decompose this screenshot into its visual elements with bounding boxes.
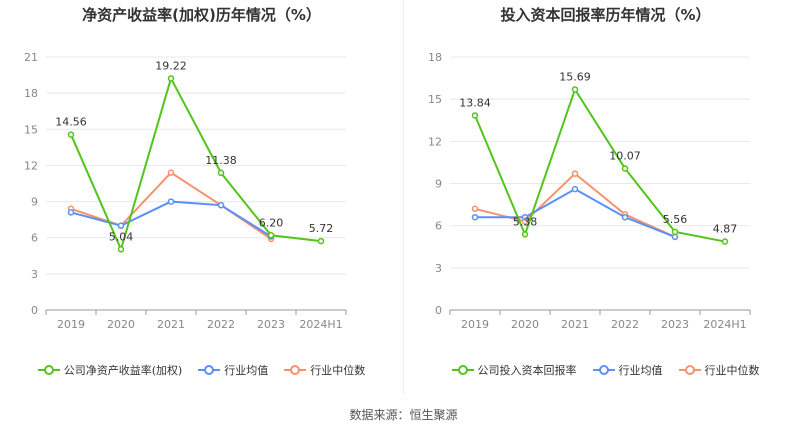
data-point-company[interactable] — [621, 165, 629, 172]
line-with-circle-icon — [451, 364, 474, 376]
data-point-industry-avg[interactable] — [521, 213, 529, 221]
y-tick-label: 18 — [24, 87, 38, 100]
data-point-industry-avg[interactable] — [571, 185, 579, 193]
y-tick-label: 15 — [428, 93, 442, 106]
line-with-circle-icon — [284, 364, 307, 376]
y-tick-label: 6 — [435, 220, 442, 233]
data-point-industry-avg[interactable] — [217, 201, 225, 209]
legend-label: 行业中位数 — [310, 364, 366, 377]
y-tick-label: 9 — [31, 196, 38, 209]
series-line-industry-avg — [475, 187, 676, 238]
data-label: 10.07 — [609, 149, 641, 162]
chart-title: 净资产收益率(加权)历年情况（%） — [82, 6, 321, 24]
legend-item-company[interactable]: 公司净资产收益率(加权) — [37, 362, 183, 378]
legend-label: 公司投入资本回报率 — [477, 364, 577, 377]
data-label: 11.38 — [205, 154, 237, 167]
data-point-industry-avg[interactable] — [117, 222, 125, 229]
line-with-circle-icon — [198, 364, 221, 376]
y-tick-label: 9 — [435, 178, 442, 191]
y-tick-label: 3 — [435, 262, 442, 275]
data-point-company[interactable] — [67, 131, 75, 138]
data-point-industry-median[interactable] — [167, 169, 175, 176]
x-tick-label: 2020 — [107, 318, 135, 331]
x-tick-label: 2024H1 — [703, 318, 746, 331]
data-point-company[interactable] — [671, 228, 679, 236]
data-point-company[interactable] — [571, 86, 579, 93]
data-label: 5.04 — [109, 230, 134, 243]
data-label: 19.22 — [155, 59, 187, 72]
x-tick-label: 2021 — [561, 318, 589, 331]
y-tick-label: 0 — [31, 304, 38, 317]
data-point-company[interactable] — [267, 232, 275, 239]
data-point-company[interactable] — [521, 231, 529, 238]
line-with-circle-icon — [678, 364, 701, 376]
legend: 公司净资产收益率(加权) 行业均值 行业中位数 — [0, 362, 403, 378]
data-label: 5.38 — [513, 215, 538, 228]
roic-chart-plot: 0 3 6 9 12 15 18 2019 2020 2021 2022 2023 2024H1 13.8… — [428, 51, 751, 331]
legend-item-industry-avg[interactable]: 行业均值 — [592, 362, 663, 378]
y-tick-label: 15 — [24, 123, 38, 136]
legend: 公司投入资本回报率 行业均值 行业中位数 — [404, 362, 807, 378]
data-label: 15.69 — [559, 70, 591, 83]
data-point-industry-avg[interactable] — [671, 233, 679, 241]
data-label: 13.84 — [459, 96, 491, 109]
x-tick-label: 2022 — [611, 318, 639, 331]
data-point-industry-median[interactable] — [471, 205, 479, 213]
data-point-company[interactable] — [117, 246, 125, 253]
x-tick-label: 2022 — [207, 318, 235, 331]
data-label: 6.20 — [259, 216, 284, 229]
panel-divider — [403, 0, 404, 395]
data-point-company[interactable] — [217, 169, 225, 177]
series-line-company — [70, 75, 322, 253]
x-tick-label: 2019 — [461, 318, 489, 331]
roe-chart-panel: 净资产收益率(加权)历年情况（%） 0 3 6 9 12 15 18 21 2019 2020 20… — [0, 0, 403, 395]
legend-item-industry-median[interactable]: 行业中位数 — [678, 362, 760, 378]
legend-label: 行业均值 — [618, 364, 663, 377]
legend-item-company[interactable]: 公司投入资本回报率 — [451, 362, 577, 378]
data-point-company[interactable] — [471, 112, 479, 119]
data-point-industry-avg[interactable] — [167, 198, 175, 205]
data-label: 5.56 — [663, 213, 688, 226]
y-tick-label: 18 — [428, 51, 442, 64]
y-tick-label: 12 — [24, 159, 38, 172]
data-label: 14.56 — [55, 116, 87, 129]
chart-title: 投入资本回报率历年情况（%） — [500, 6, 711, 24]
roic-chart-panel: 投入资本回报率历年情况（%） 0 3 6 9 12 15 18 2019 2020 2021 202… — [404, 0, 807, 395]
legend-label: 公司净资产收益率(加权) — [63, 364, 183, 377]
data-label: 4.87 — [713, 223, 738, 236]
legend-label: 行业中位数 — [704, 364, 760, 377]
data-point-industry-avg[interactable] — [621, 213, 629, 221]
data-point-industry-median[interactable] — [571, 170, 579, 177]
x-tick-label: 2023 — [661, 318, 689, 331]
x-tick-label: 2020 — [511, 318, 539, 331]
legend-label: 行业均值 — [224, 364, 269, 377]
legend-item-industry-median[interactable]: 行业中位数 — [284, 362, 365, 378]
data-point-company[interactable] — [721, 238, 729, 245]
y-tick-label: 3 — [31, 268, 38, 281]
line-with-circle-icon — [37, 364, 60, 376]
data-source: 数据来源：恒生聚源 — [349, 408, 458, 422]
y-tick-label: 0 — [435, 304, 442, 317]
y-tick-label: 6 — [31, 232, 38, 245]
x-tick-label: 2023 — [257, 318, 285, 331]
y-tick-label: 12 — [428, 135, 442, 148]
data-point-industry-avg[interactable] — [471, 213, 479, 221]
x-tick-label: 2021 — [157, 318, 185, 331]
legend-item-industry-avg[interactable]: 行业均值 — [198, 362, 268, 378]
data-label: 5.72 — [309, 222, 334, 235]
y-tick-label: 21 — [24, 51, 38, 64]
x-tick-label: 2019 — [57, 318, 85, 331]
data-point-industry-avg[interactable] — [67, 209, 75, 216]
line-with-circle-icon — [592, 364, 615, 376]
x-tick-label: 2024H1 — [299, 318, 342, 331]
series-line-company — [474, 87, 726, 243]
data-point-company[interactable] — [317, 237, 325, 245]
roe-chart-plot: 0 3 6 9 12 15 18 21 2019 2020 2021 2022 2023 2024H1 14… — [24, 51, 347, 331]
data-point-company[interactable] — [167, 75, 175, 82]
